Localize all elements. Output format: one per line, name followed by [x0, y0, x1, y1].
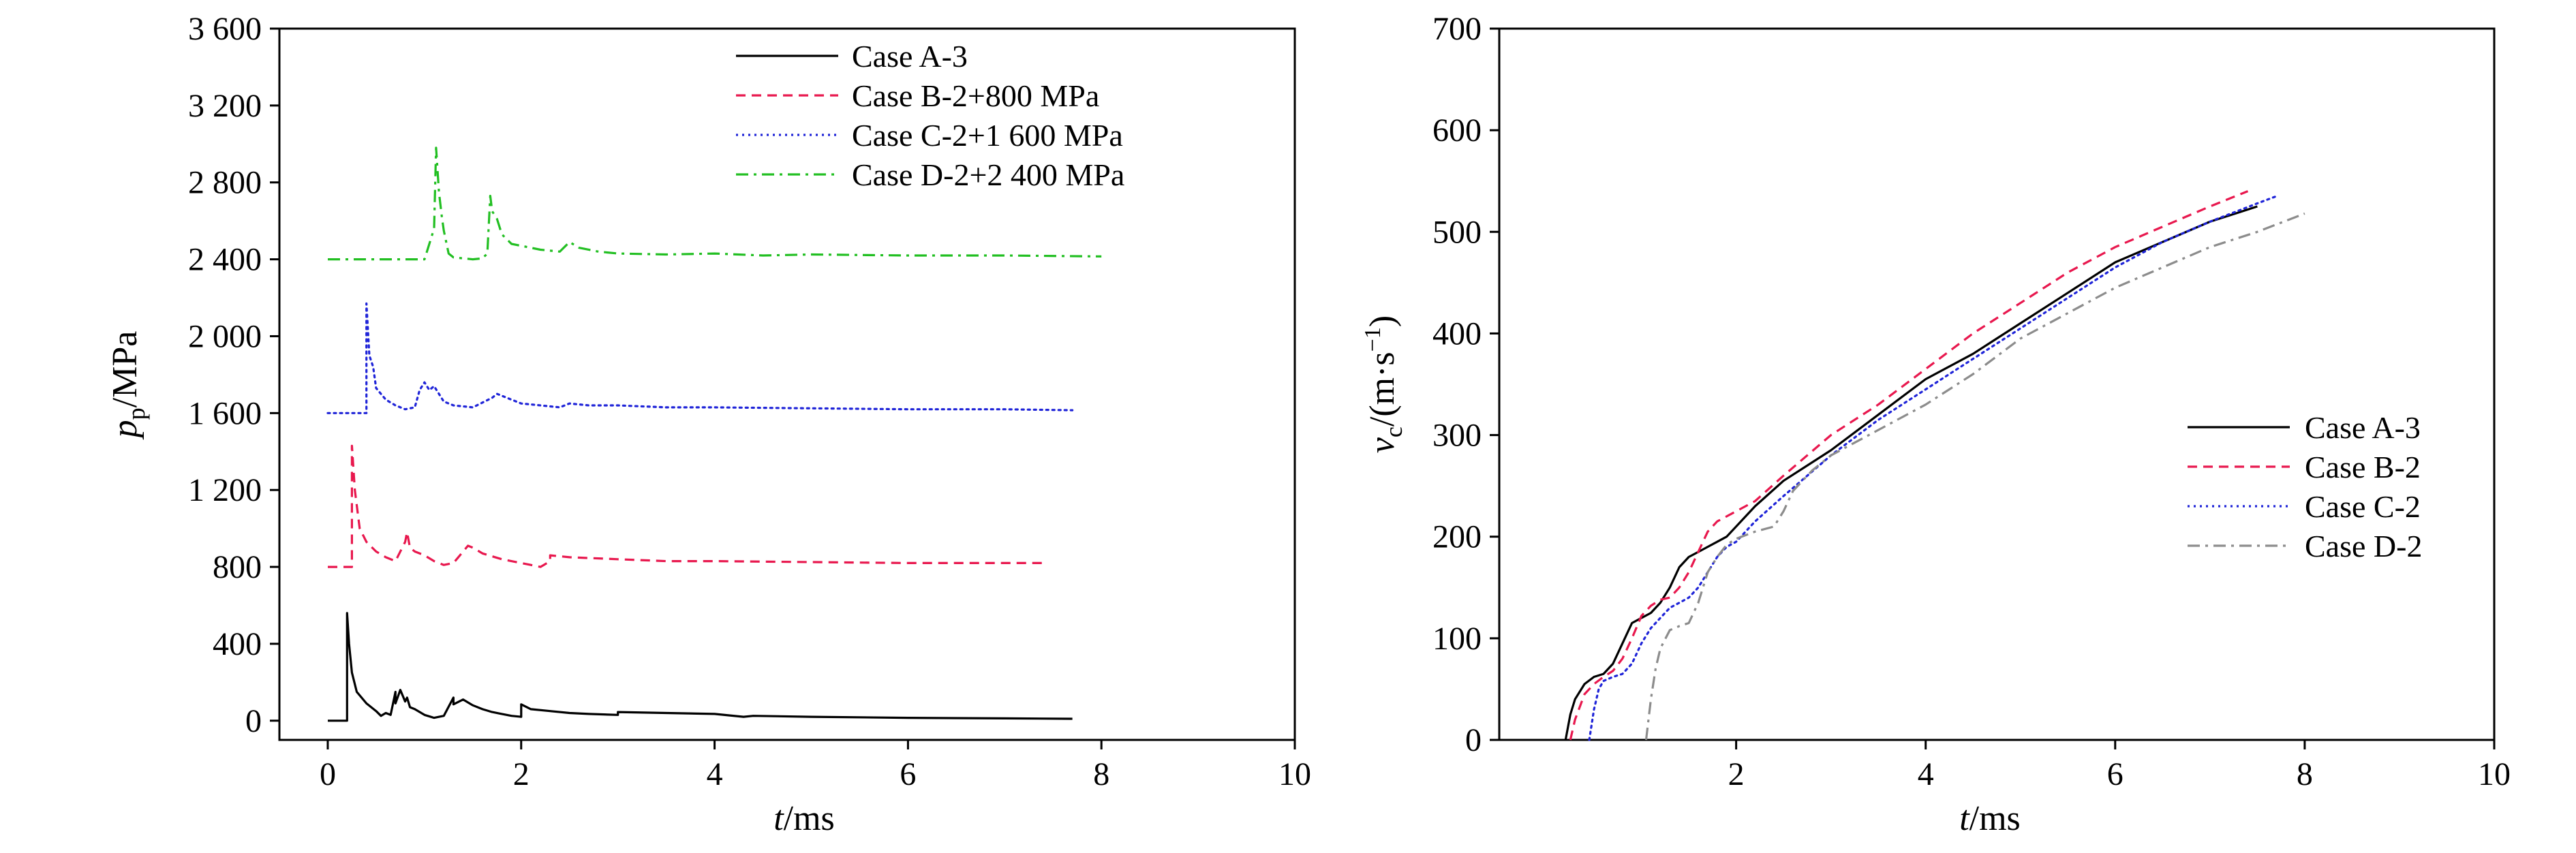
- y-tick-label: 2 800: [188, 165, 262, 201]
- y-axis-title: pp/MPa: [106, 331, 150, 441]
- plot-frame: [278, 27, 1296, 741]
- y-tick-label: 700: [1432, 11, 1482, 47]
- legend-label: Case B-2+800 MPa: [852, 78, 1099, 113]
- x-axis-title: t/ms: [1959, 799, 2021, 838]
- y-tick-label: 300: [1432, 418, 1482, 454]
- y-tick-label: 1 200: [188, 472, 262, 508]
- series-line-1: [1564, 205, 2258, 741]
- x-tick-label: 2: [513, 756, 530, 792]
- legend-label: Case D-2+2 400 MPa: [852, 157, 1124, 192]
- y-tick-label: 1 600: [188, 395, 262, 431]
- y-tick-label: 0: [1465, 722, 1482, 758]
- x-tick-label: 8: [2297, 756, 2313, 792]
- y-axis-title: vc/(m·s−1): [1360, 315, 1407, 453]
- series-line-4: [328, 146, 1102, 261]
- series-line-1: [328, 612, 1073, 722]
- legend-label: Case C-2+1 600 MPa: [852, 118, 1123, 153]
- series-line-3: [326, 302, 1074, 414]
- y-tick-label: 200: [1432, 519, 1482, 555]
- legend-label: Case A-3: [2305, 410, 2421, 445]
- y-tick-label: 500: [1432, 214, 1482, 250]
- x-tick-label: 6: [2107, 756, 2123, 792]
- legend-label: Case C-2: [2305, 489, 2421, 524]
- series-line-2: [1569, 190, 2249, 741]
- x-tick-label: 10: [2478, 756, 2511, 792]
- x-tick-label: 10: [1278, 756, 1311, 792]
- y-tick-label: 2 400: [188, 242, 262, 278]
- y-tick-label: 100: [1432, 621, 1482, 657]
- plot-frame: [1498, 27, 2496, 741]
- pressure-chart: 0 2 4 6 8 10 0 400 800 1 200 1 600 2 000 2 400 2 800 3…: [106, 11, 1311, 838]
- x-tick-label: 4: [1918, 756, 1934, 792]
- x-tick-label: 0: [320, 756, 336, 792]
- x-axis-title: t/ms: [773, 799, 835, 838]
- y-tick-label: 600: [1432, 112, 1482, 149]
- series-line-4: [1644, 212, 2305, 741]
- y-tick-label: 0: [245, 703, 262, 739]
- y-tick-label: 800: [213, 549, 262, 585]
- y-tick-label: 400: [213, 626, 262, 662]
- y-tick-label: 400: [1432, 315, 1482, 352]
- y-tick-label: 2 000: [188, 318, 262, 354]
- x-tick-label: 2: [1728, 756, 1745, 792]
- x-tick-label: 6: [900, 756, 916, 792]
- legend-label: Case A-3: [852, 39, 968, 74]
- series-line-2: [328, 444, 1043, 568]
- legend-label: Case D-2: [2305, 529, 2422, 563]
- x-tick-label: 8: [1093, 756, 1109, 792]
- x-tick-label: 4: [707, 756, 723, 792]
- y-tick-label: 3 600: [188, 11, 262, 47]
- legend-label: Case B-2: [2305, 450, 2421, 484]
- series-line-3: [1588, 195, 2278, 741]
- y-tick-label: 3 200: [188, 88, 262, 124]
